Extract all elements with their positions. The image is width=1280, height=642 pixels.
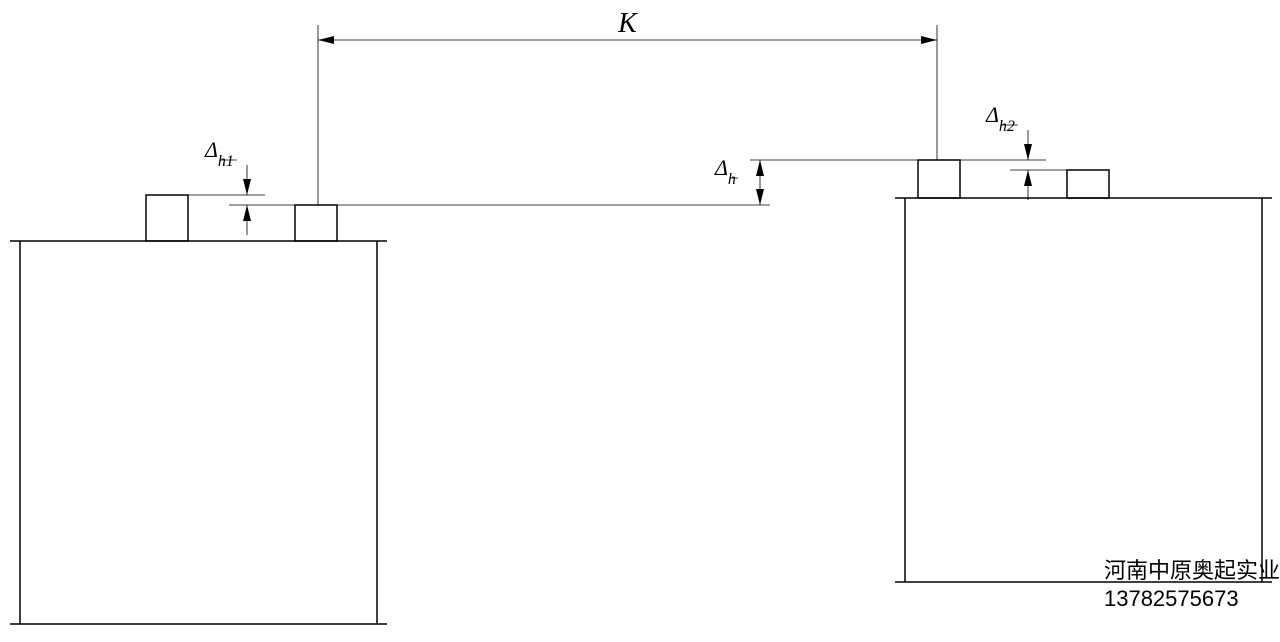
left-i-beam bbox=[10, 241, 387, 624]
dimension-delta-h: Δh bbox=[337, 155, 918, 205]
label-delta-h1: Δh1 bbox=[204, 137, 234, 170]
arrowhead bbox=[1024, 144, 1032, 160]
label-K: K bbox=[617, 8, 638, 39]
arrowhead bbox=[1024, 170, 1032, 186]
watermark-line2: 13782575673 bbox=[1104, 585, 1280, 614]
dimension-K: K bbox=[318, 8, 937, 205]
right-rail-block-1 bbox=[918, 160, 960, 198]
arrowhead bbox=[318, 36, 334, 44]
right-rail-block-2 bbox=[1067, 170, 1109, 198]
arrowhead bbox=[243, 179, 251, 195]
left-rail-block-2 bbox=[295, 205, 337, 241]
watermark-line1: 河南中原奥起实业 bbox=[1104, 557, 1280, 586]
label-delta-h2: Δh2 bbox=[985, 102, 1015, 135]
diagram-canvas: K Δh1 Δh2 Δh bbox=[0, 0, 1280, 642]
label-delta-h: Δh bbox=[714, 155, 736, 188]
arrowhead bbox=[243, 205, 251, 221]
arrowhead bbox=[921, 36, 937, 44]
left-rail-blocks bbox=[146, 195, 337, 241]
arrowhead bbox=[756, 160, 764, 176]
watermark: 河南中原奥起实业 13782575673 bbox=[1104, 557, 1280, 614]
right-rail-blocks bbox=[918, 160, 1109, 198]
left-rail-block-1 bbox=[146, 195, 188, 241]
dimension-delta-h1: Δh1 bbox=[188, 137, 295, 235]
dimension-delta-h2: Δh2 bbox=[960, 102, 1067, 200]
arrowhead bbox=[756, 189, 764, 205]
right-i-beam bbox=[895, 198, 1272, 582]
